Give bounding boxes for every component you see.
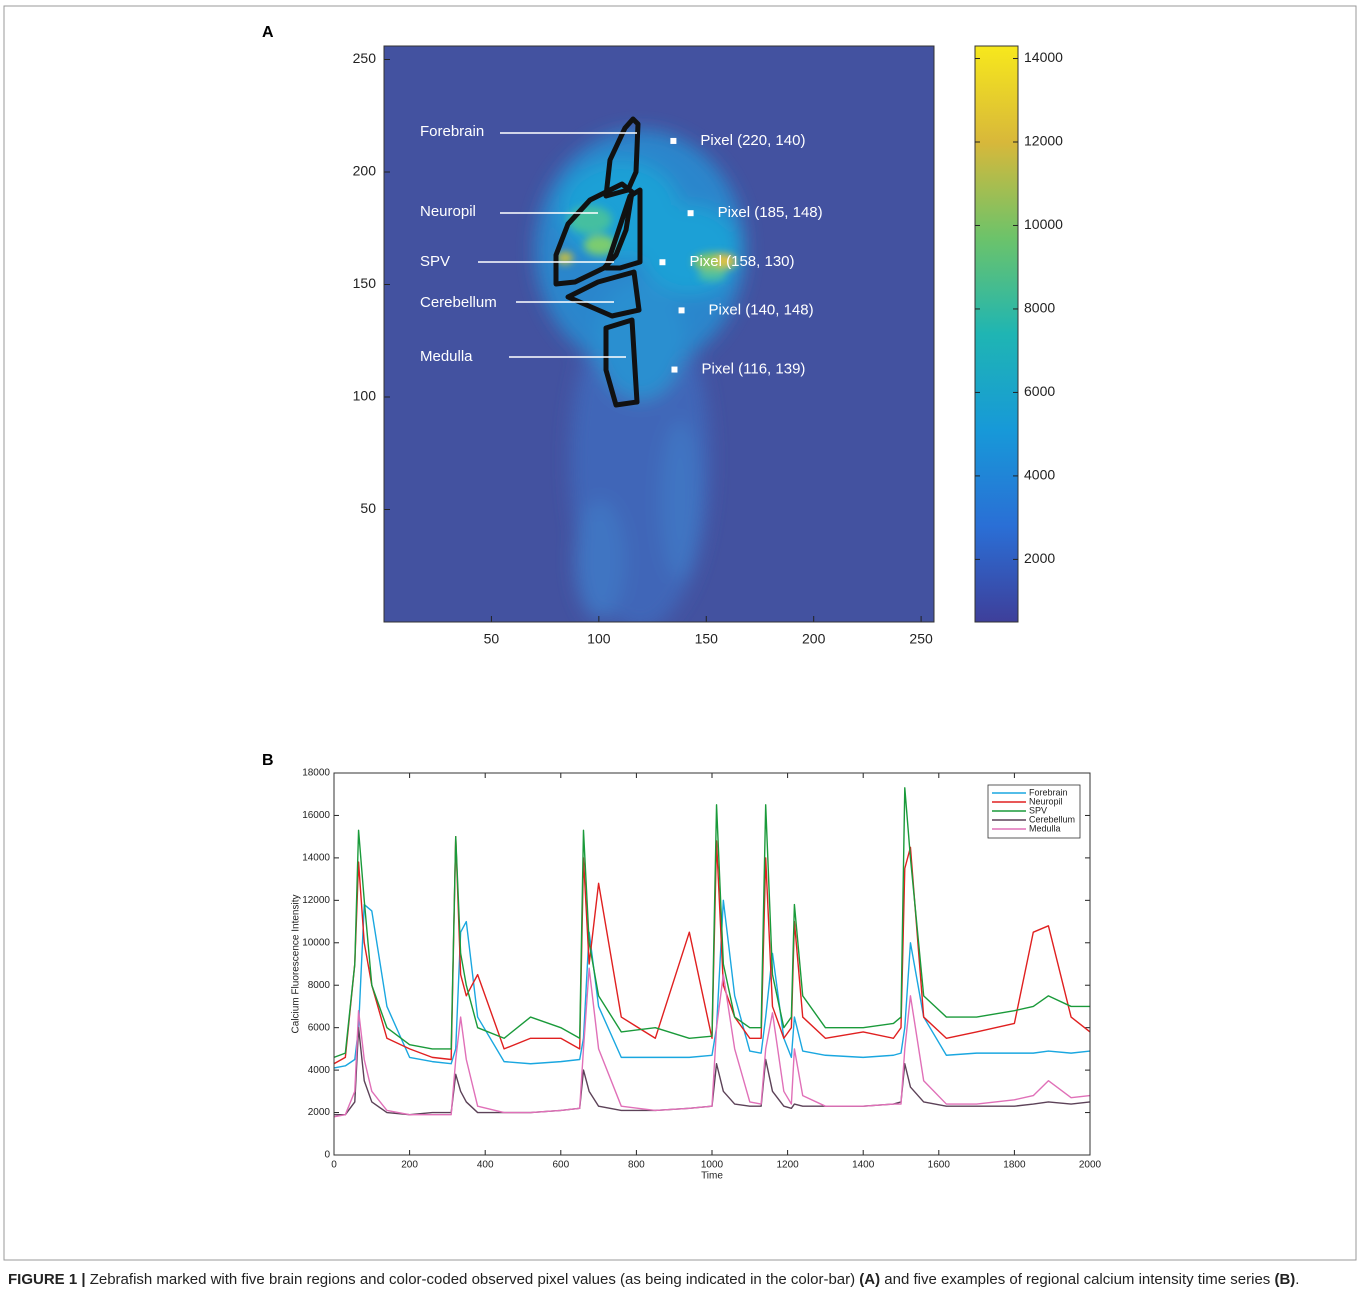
x-tick-label: 2000 <box>1079 1160 1102 1171</box>
pixel-label: Pixel (220, 140) <box>700 132 805 149</box>
figure: Forebrain Neuropil SPV Cerebellum Medull… <box>3 5 1357 1261</box>
cerebellum-outline <box>565 269 642 319</box>
y-tick-label: 6000 <box>308 1022 331 1033</box>
y-axis-label: Calcium Fluorescence Intensity <box>291 895 302 1034</box>
pixel-marker <box>687 210 694 217</box>
spv-outline <box>603 187 643 271</box>
y-tick-label: 2000 <box>308 1107 331 1118</box>
region-label: Forebrain <box>420 123 484 140</box>
legend-label: Neuropil <box>1029 796 1063 806</box>
x-tick-label: 1600 <box>928 1160 951 1171</box>
region-outlines <box>553 116 643 408</box>
y-tick-label: 100 <box>353 388 377 404</box>
colorbar-tick-label: 14000 <box>1024 49 1063 65</box>
y-tick-label: 250 <box>353 50 377 66</box>
series-line <box>334 899 1090 1069</box>
colorbar-tick-label: 6000 <box>1024 383 1055 399</box>
caption-text: Zebrafish marked with five brain regions… <box>85 1271 860 1288</box>
x-tick-label: 150 <box>695 631 719 647</box>
caption-label: FIGURE 1 | <box>8 1271 86 1288</box>
pixel-label: Pixel (158, 130) <box>689 253 794 270</box>
series-line <box>334 787 1090 1059</box>
colorbar-tick-label: 2000 <box>1024 550 1055 566</box>
x-tick-label: 1000 <box>701 1160 724 1171</box>
legend-label: Medulla <box>1029 823 1061 833</box>
series-line <box>334 967 1090 1118</box>
leader-lines <box>478 132 637 358</box>
panel-label: B <box>262 752 274 769</box>
x-tick-label: 200 <box>401 1160 418 1171</box>
x-tick-label: 250 <box>909 631 933 647</box>
caption-ref: (B) <box>1274 1271 1296 1288</box>
pixel-marker <box>670 137 677 144</box>
series-line <box>334 1026 1090 1116</box>
legend-label: SPV <box>1029 805 1047 815</box>
caption-text: . <box>1295 1271 1300 1288</box>
region-label: Medulla <box>420 348 473 365</box>
x-axis-label: Time <box>701 1171 723 1182</box>
y-tick-label: 200 <box>353 163 377 179</box>
caption-ref: (A) <box>859 1271 881 1288</box>
x-tick-label: 400 <box>477 1160 494 1171</box>
colorbar <box>974 45 1019 623</box>
axes-box <box>383 45 935 623</box>
colorbar-tick-label: 4000 <box>1024 467 1055 483</box>
y-tick-label: 10000 <box>302 937 330 948</box>
medulla-outline <box>603 317 640 408</box>
y-tick-label: 12000 <box>302 895 330 906</box>
axes-box <box>333 772 1091 1156</box>
x-tick-label: 50 <box>484 631 500 647</box>
colorbar-tick-label: 12000 <box>1024 133 1063 149</box>
x-tick-label: 800 <box>628 1160 645 1171</box>
y-tick-label: 150 <box>353 275 377 291</box>
panel-label: A <box>262 24 274 41</box>
plot-lines <box>334 787 1090 1118</box>
x-tick-label: 600 <box>552 1160 569 1171</box>
y-tick-label: 8000 <box>308 980 331 991</box>
colorbar-tick-label: 8000 <box>1024 300 1055 316</box>
x-tick-label: 1200 <box>776 1160 799 1171</box>
y-tick-label: 16000 <box>302 810 330 821</box>
legend-label: Forebrain <box>1029 787 1068 797</box>
region-label: Neuropil <box>420 203 476 220</box>
y-tick-label: 50 <box>360 500 376 516</box>
figure-frame <box>3 5 1357 1261</box>
y-tick-label: 4000 <box>308 1065 331 1076</box>
legend-label: Cerebellum <box>1029 814 1075 824</box>
pixel-label: Pixel (140, 148) <box>709 301 814 318</box>
pixel-marker <box>659 259 666 266</box>
x-tick-label: 200 <box>802 631 826 647</box>
y-tick-label: 14000 <box>302 853 330 864</box>
x-tick-label: 0 <box>331 1160 337 1171</box>
pixel-marker <box>671 366 678 373</box>
y-tick-label: 18000 <box>302 768 330 779</box>
x-tick-label: 1400 <box>852 1160 875 1171</box>
y-tick-label: 0 <box>324 1150 330 1161</box>
x-tick-label: 100 <box>587 631 611 647</box>
pixel-label: Pixel (116, 139) <box>701 361 805 378</box>
colorbar-tick-label: 10000 <box>1024 216 1063 232</box>
region-label: SPV <box>420 253 450 270</box>
caption-text: and five examples of regional calcium in… <box>880 1271 1275 1288</box>
pixel-label: Pixel (185, 148) <box>718 204 823 221</box>
region-label: Cerebellum <box>420 294 497 311</box>
caption: FIGURE 1 | Zebrafish marked with five br… <box>8 1270 1348 1290</box>
pixel-marker <box>678 307 685 314</box>
x-tick-label: 1800 <box>1003 1160 1026 1171</box>
